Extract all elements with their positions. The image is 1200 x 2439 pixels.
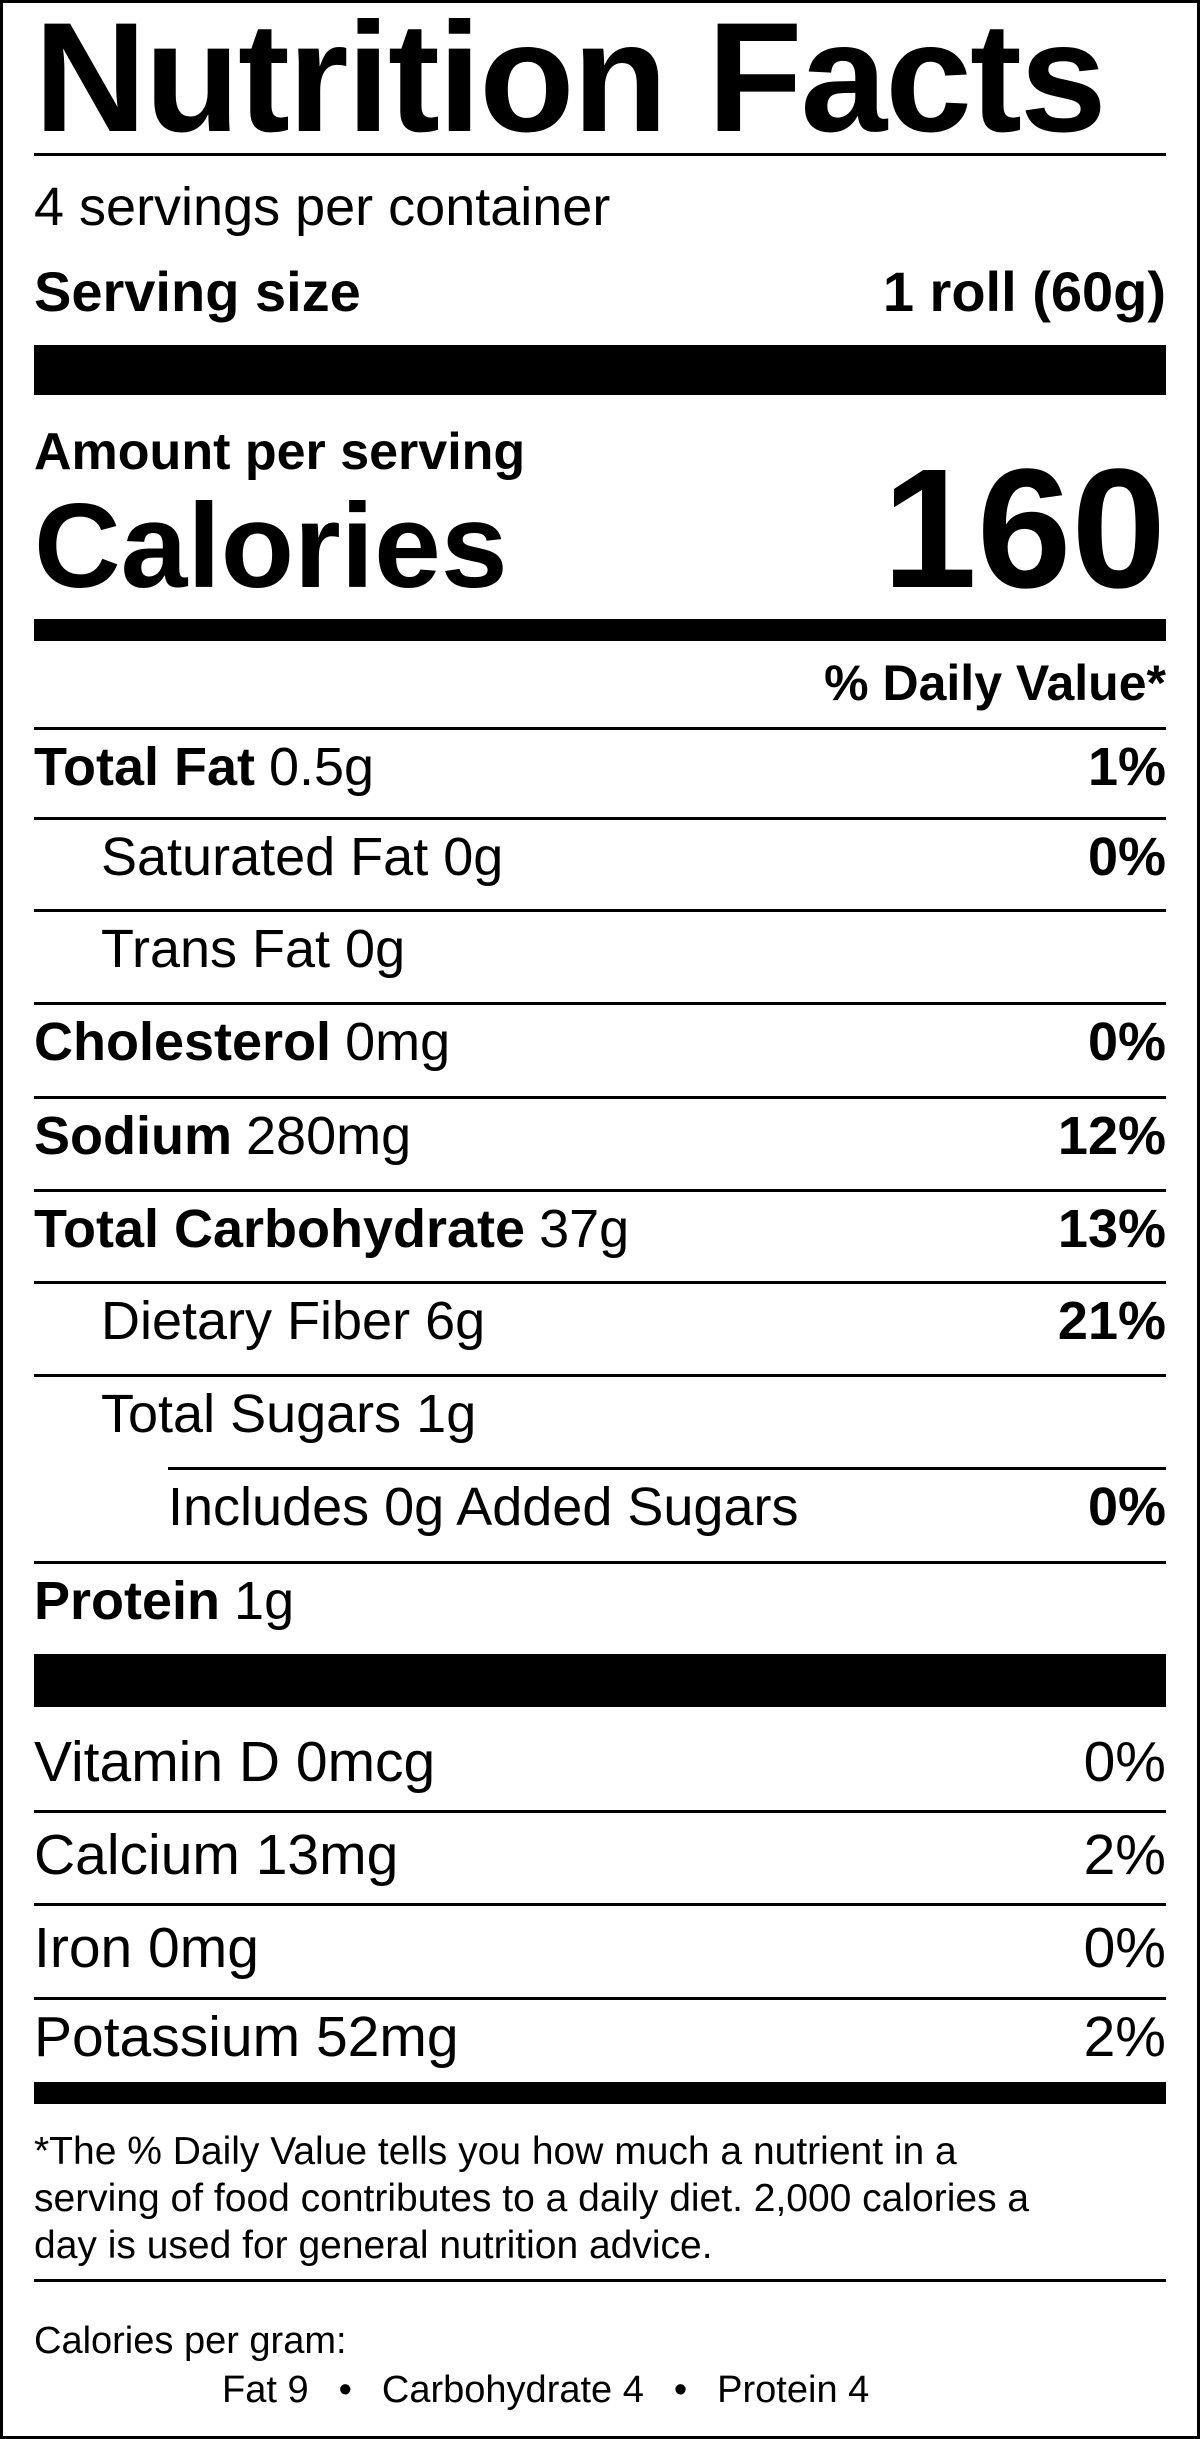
- footnote-line: day is used for general nutrition advice…: [34, 2224, 713, 2267]
- nutrient-amount: 1g: [234, 1571, 295, 1631]
- nutrient-name-cell: Includes 0g Added Sugars: [168, 1480, 798, 1534]
- nutrient-row: Saturated Fat 0g 0%: [34, 830, 1166, 890]
- nutrient-name: Dietary Fiber 6g: [101, 1291, 486, 1351]
- calories-per-gram-label: Calories per gram:: [34, 2320, 347, 2362]
- medium-divider: [34, 619, 1166, 641]
- divider: [34, 2279, 1166, 2282]
- nutrient-name: Trans Fat 0g: [101, 919, 406, 979]
- nutrient-name-cell: Total Carbohydrate 37g: [34, 1202, 629, 1256]
- nutrient-amount: 0mg: [345, 1012, 451, 1072]
- footnote: *The % Daily Value tells you how much a …: [34, 2128, 1029, 2269]
- nutrient-row: Dietary Fiber 6g 21%: [34, 1294, 1166, 1354]
- row-divider: [34, 1189, 1166, 1192]
- nutrient-name: Total Carbohydrate: [34, 1199, 526, 1259]
- nutrient-name-cell: Saturated Fat 0g: [101, 830, 503, 884]
- row-divider: [168, 1467, 1166, 1470]
- row-divider: [34, 909, 1166, 912]
- label-title: Nutrition Facts: [34, 0, 1107, 165]
- nutrient-row: Sodium 280mg 12%: [34, 1109, 1166, 1169]
- nutrient-daily-value: 12%: [1057, 1106, 1166, 1166]
- nutrient-name: Sodium: [34, 1106, 232, 1166]
- nutrient-name-cell: Sodium 280mg: [34, 1109, 411, 1163]
- vitamin-name: Calcium 13mg: [34, 1823, 399, 1887]
- nutrient-daily-value: 21%: [1057, 1291, 1166, 1351]
- nutrient-row: Total Fat 0.5g 1%: [34, 740, 1166, 800]
- nutrient-row: Total Carbohydrate 37g 13%: [34, 1202, 1166, 1262]
- row-divider: [34, 1997, 1166, 2000]
- nutrient-row: Cholesterol 0mg 0%: [34, 1015, 1166, 1075]
- calories-per-gram-values: Fat 9 • Carbohydrate 4 • Protein 4: [222, 2371, 869, 2409]
- nutrient-row: Includes 0g Added Sugars 0%: [34, 1480, 1166, 1540]
- nutrient-daily-value: 0%: [1087, 1012, 1166, 1072]
- nutrient-amount: 280mg: [246, 1106, 412, 1166]
- thick-divider: [34, 345, 1166, 395]
- vitamin-name: Iron 0mg: [34, 1916, 259, 1980]
- vitamin-daily-value: 2%: [1083, 1823, 1166, 1887]
- nutrient-daily-value: 0%: [1087, 1477, 1166, 1537]
- bullet-separator: •: [673, 2369, 688, 2411]
- protein-per-gram: Protein 4: [717, 2369, 870, 2411]
- vitamin-name: Vitamin D 0mcg: [34, 1730, 436, 1794]
- nutrient-row: Trans Fat 0g: [34, 922, 1166, 982]
- nutrient-name: Saturated Fat 0g: [101, 827, 504, 887]
- nutrient-daily-value: 1%: [1087, 737, 1166, 797]
- nutrient-name-cell: Total Sugars 1g: [101, 1387, 476, 1441]
- bullet-separator: •: [338, 2369, 352, 2411]
- vitamin-daily-value: 0%: [1083, 1916, 1166, 1980]
- nutrient-daily-value: 0%: [1087, 827, 1166, 887]
- row-divider: [34, 1096, 1166, 1099]
- nutrient-name-cell: Trans Fat 0g: [101, 922, 405, 976]
- footnote-line: *The % Daily Value tells you how much a …: [34, 2130, 957, 2173]
- vitamin-daily-value: 2%: [1083, 2005, 1166, 2069]
- fat-per-gram: Fat 9: [222, 2369, 309, 2411]
- servings-per-container: 4 servings per container: [34, 177, 611, 237]
- nutrient-daily-value: 13%: [1057, 1199, 1166, 1259]
- row-divider: [34, 1810, 1166, 1813]
- nutrient-name: Total Fat: [34, 737, 255, 797]
- calories-value: 160: [882, 434, 1166, 624]
- daily-value-header: % Daily Value*: [824, 655, 1166, 711]
- row-divider: [34, 727, 1166, 730]
- vitamin-daily-value: 0%: [1083, 1730, 1166, 1794]
- row-divider: [34, 1002, 1166, 1005]
- divider: [34, 153, 1166, 156]
- serving-size-label: Serving size: [34, 260, 361, 323]
- nutrient-name: Total Sugars 1g: [101, 1384, 477, 1444]
- nutrient-name-cell: Dietary Fiber 6g: [101, 1294, 485, 1348]
- row-divider: [34, 817, 1166, 820]
- serving-size-value: 1 roll (60g): [882, 260, 1166, 323]
- row-divider: [34, 1903, 1166, 1906]
- carbohydrate-per-gram: Carbohydrate 4: [381, 2369, 644, 2411]
- nutrient-name-cell: Protein 1g: [34, 1574, 294, 1628]
- amount-per-serving: Amount per serving: [34, 423, 526, 481]
- medium-divider: [34, 2082, 1166, 2104]
- thick-divider: [34, 1654, 1166, 1707]
- nutrient-amount: 37g: [539, 1199, 630, 1259]
- footnote-line: serving of food contributes to a daily d…: [34, 2177, 1030, 2220]
- row-divider: [34, 1374, 1166, 1377]
- row-divider: [34, 1281, 1166, 1284]
- calories-label: Calories: [34, 479, 508, 613]
- vitamin-name: Potassium 52mg: [34, 2005, 459, 2069]
- nutrient-name: Includes 0g Added Sugars: [168, 1477, 799, 1537]
- nutrient-row: Total Sugars 1g: [34, 1387, 1166, 1447]
- nutrient-name: Cholesterol: [34, 1012, 332, 1072]
- row-divider: [34, 1561, 1166, 1564]
- nutrient-name: Protein: [34, 1571, 221, 1631]
- nutrient-row: Protein 1g: [34, 1574, 1166, 1634]
- nutrient-name-cell: Total Fat 0.5g: [34, 740, 374, 794]
- nutrient-name-cell: Cholesterol 0mg: [34, 1015, 450, 1069]
- nutrient-amount: 0.5g: [268, 737, 375, 797]
